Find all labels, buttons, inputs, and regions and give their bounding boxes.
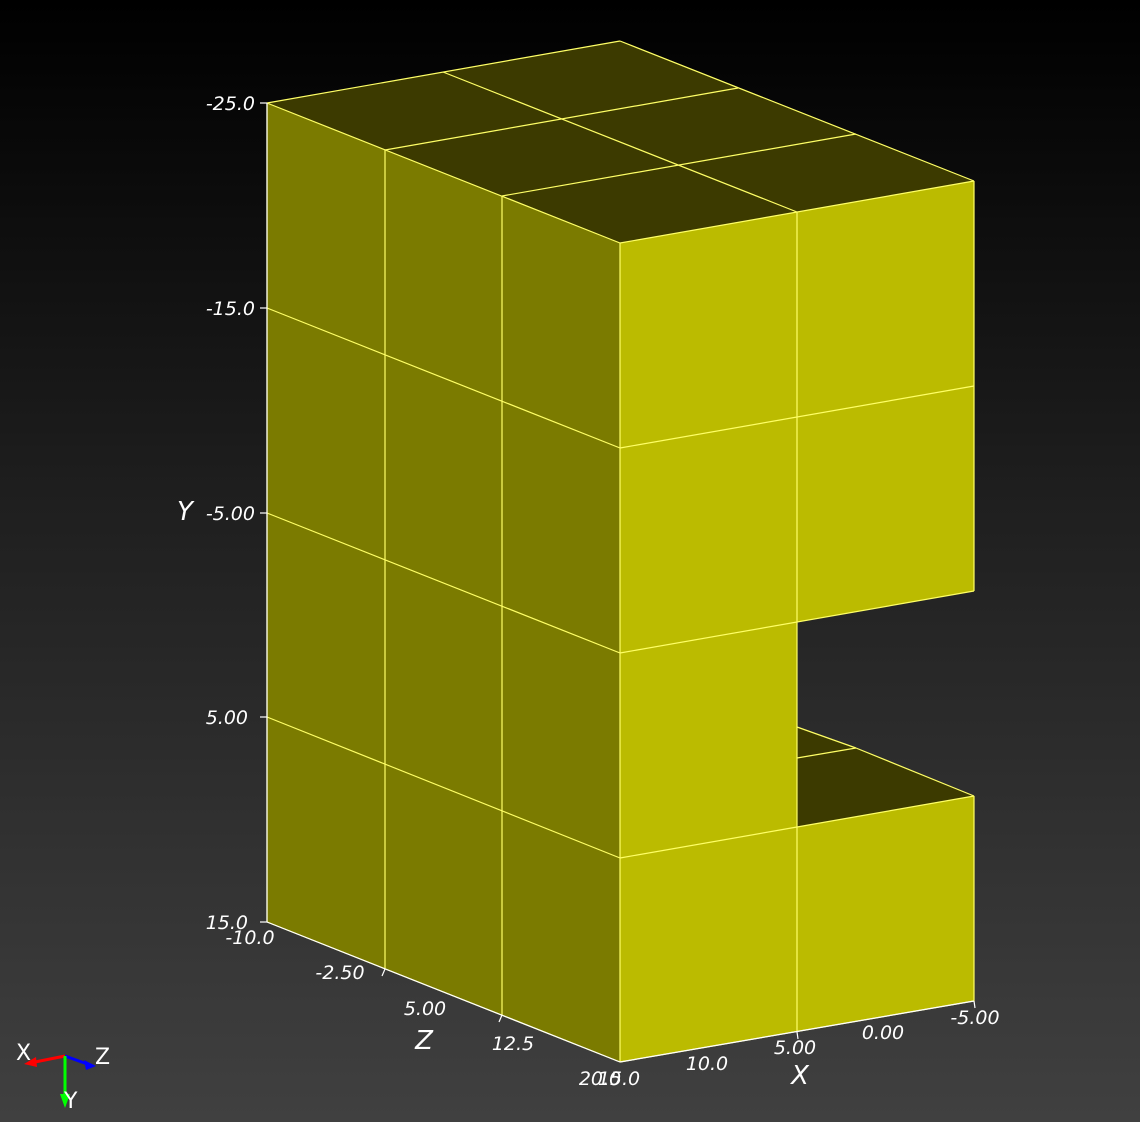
z-tick-label: 5.00: [404, 998, 446, 1020]
x-axis-labels: 15.0 10.0 5.00 0.00 -5.00 X: [598, 1007, 1000, 1091]
triad-z-arrowhead: [84, 1060, 96, 1070]
y-tick-label: -5.00: [206, 503, 255, 525]
x-tick-label: 10.0: [686, 1053, 728, 1075]
z-tick-label: 20.0: [579, 1068, 621, 1090]
triad-y-label: Y: [63, 1089, 78, 1114]
y-tick-label: 5.00: [206, 707, 248, 729]
orientation-triad: X Z Y: [16, 1041, 110, 1114]
z-axis-title: Z: [414, 1026, 434, 1056]
cube-axes: [260, 102, 976, 1063]
triad-x-label: X: [16, 1041, 31, 1066]
x-tick-label: 0.00: [862, 1022, 904, 1044]
z-tick-label: -10.0: [225, 927, 274, 949]
x-tick-label: -5.00: [950, 1007, 999, 1029]
x-tick-label: 15.0: [598, 1068, 640, 1090]
y-tick-label: -25.0: [206, 93, 255, 115]
mesh-edges: [266, 40, 975, 1063]
y-tick-label: -15.0: [206, 298, 255, 320]
z-tick-label: -2.50: [315, 962, 364, 984]
triad-z-label: Z: [95, 1045, 110, 1070]
triad-y-arrowhead: [60, 1094, 70, 1108]
triad-x-arrowhead: [24, 1057, 37, 1067]
front-face-middle: [620, 622, 797, 858]
x-axis-title: X: [789, 1061, 810, 1091]
z-axis-labels: -10.0 -2.50 5.00 12.5 20.0 Z: [225, 927, 621, 1090]
x-tick-label: 5.00: [774, 1037, 816, 1059]
z-tick-label: 12.5: [492, 1033, 534, 1055]
y-axis-title: Y: [177, 497, 195, 527]
y-tick-label: 15.0: [206, 912, 248, 934]
notch-floor: [797, 727, 974, 827]
y-axis-labels: -25.0 -15.0 -5.00 5.00 15.0 Y: [177, 93, 255, 934]
